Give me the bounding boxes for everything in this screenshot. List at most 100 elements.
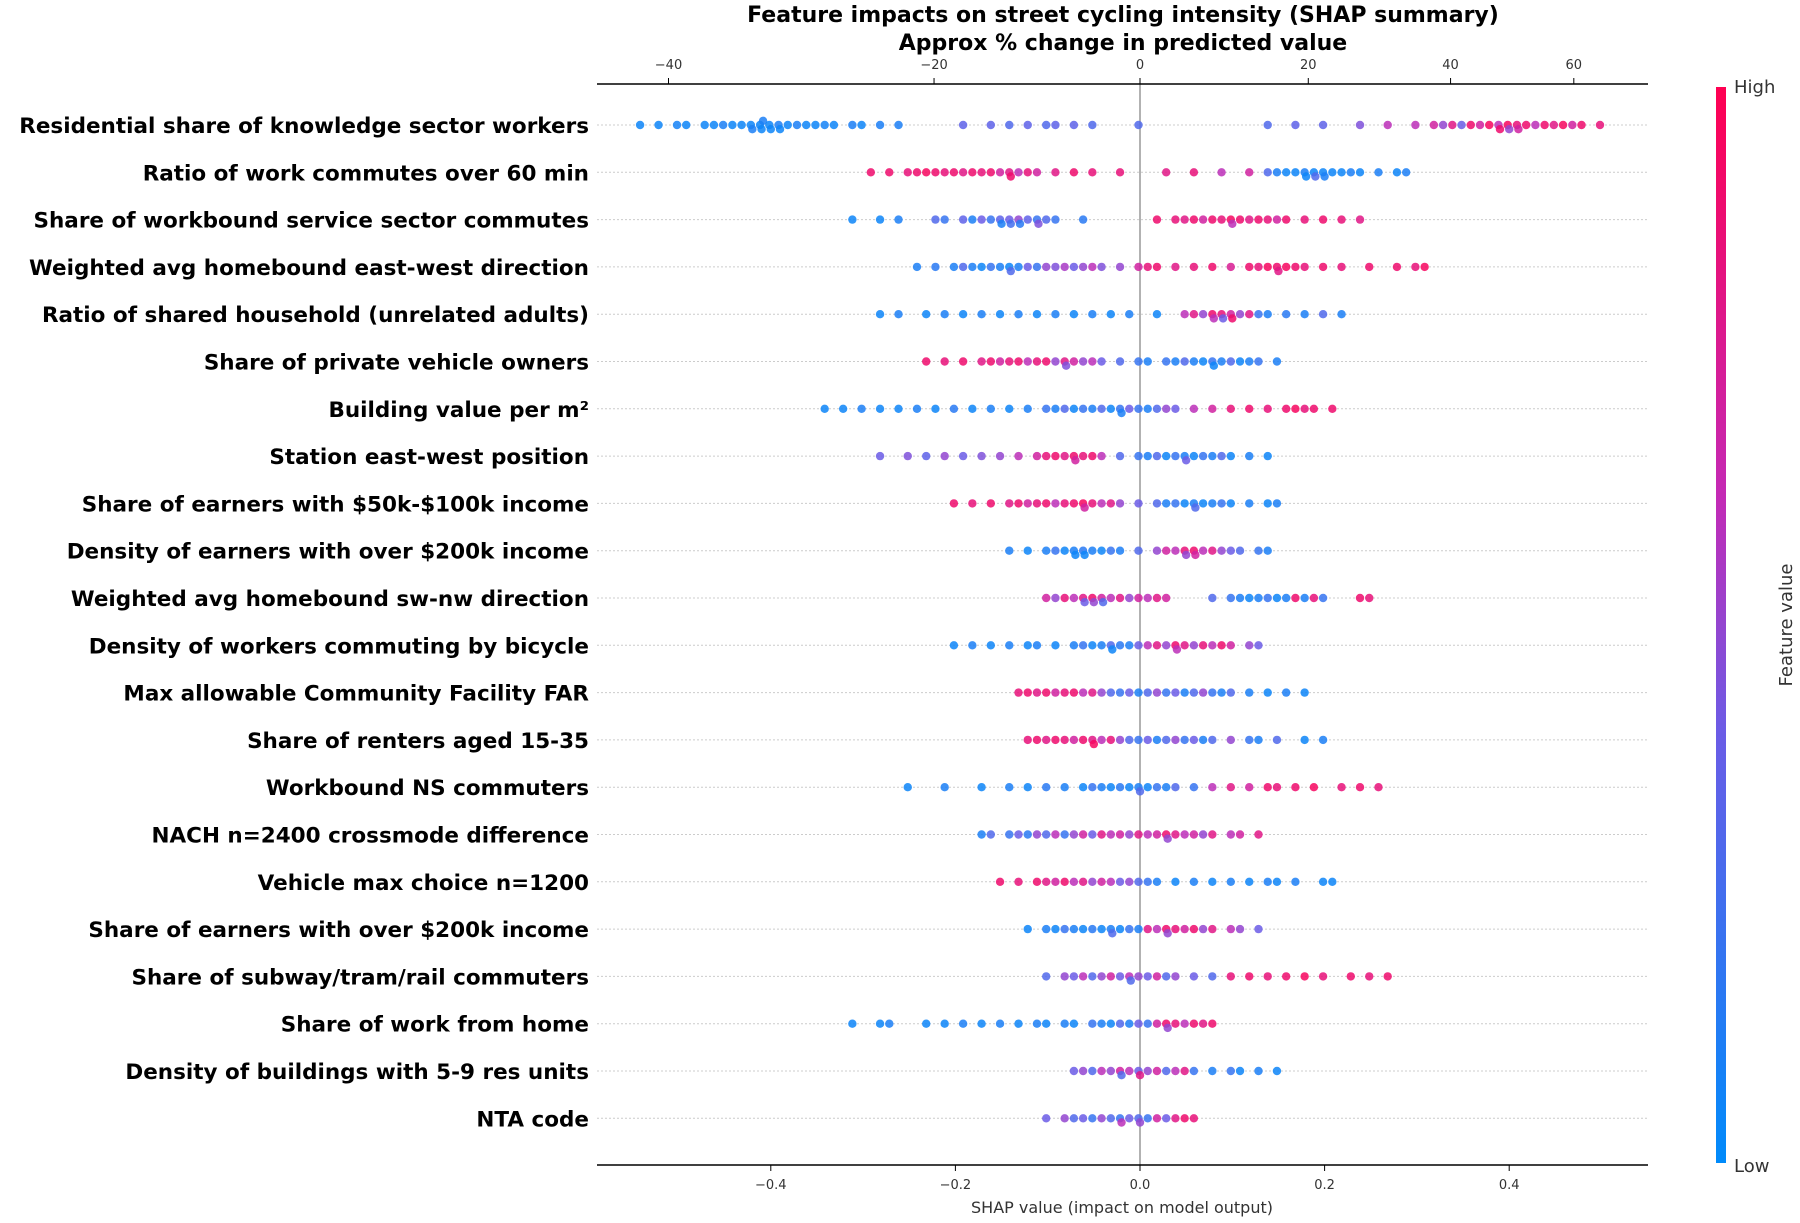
shap-point <box>931 262 940 272</box>
shap-point <box>1291 120 1300 130</box>
shap-point <box>1198 735 1208 745</box>
shap-point <box>1078 262 1088 272</box>
shap-point <box>1161 404 1171 413</box>
shap-point <box>654 120 663 130</box>
row-gridlines <box>597 124 1648 1119</box>
shap-point <box>1272 877 1282 886</box>
shap-point <box>1161 1066 1171 1076</box>
shap-point <box>1051 215 1060 224</box>
shap-point <box>1152 451 1162 461</box>
shap-point <box>940 783 949 792</box>
shap-point <box>1042 783 1051 792</box>
shap-point <box>748 125 757 134</box>
shap-point <box>1209 314 1219 323</box>
shap-point <box>1318 310 1328 319</box>
shap-point <box>1263 404 1272 413</box>
shap-point <box>1263 120 1272 130</box>
shap-point <box>1115 593 1125 603</box>
shap-point <box>1272 168 1282 177</box>
shap-point <box>1392 262 1402 272</box>
shap-point <box>1309 593 1319 603</box>
shap-point <box>1272 357 1282 366</box>
shap-point <box>1060 924 1069 934</box>
shap-point <box>940 215 949 224</box>
shap-point <box>1069 593 1079 603</box>
shap-point <box>1088 262 1097 272</box>
shap-point <box>1180 735 1189 745</box>
shap-point <box>1218 314 1228 323</box>
shap-point <box>1005 830 1014 839</box>
shap-point <box>1254 641 1263 650</box>
shap-point <box>1208 783 1217 792</box>
shap-point <box>1254 310 1263 319</box>
shap-point <box>700 120 709 130</box>
feature-label: Ratio of work commutes over 60 min <box>143 161 589 186</box>
shap-point <box>1060 877 1069 886</box>
shap-point <box>1023 924 1032 934</box>
shap-point <box>958 310 968 319</box>
shap-point <box>1198 924 1208 934</box>
shap-point <box>1106 404 1116 413</box>
shap-point <box>1032 1019 1042 1028</box>
shap-point <box>1161 688 1171 697</box>
shap-point <box>1291 783 1300 792</box>
shap-point <box>1311 172 1320 181</box>
shap-point <box>1291 262 1300 272</box>
shap-point <box>1023 357 1032 366</box>
shap-point <box>1152 924 1162 934</box>
shap-point <box>1309 404 1319 413</box>
shap-point <box>1549 120 1559 130</box>
shap-point <box>1189 972 1199 981</box>
shap-point <box>977 830 986 839</box>
shap-point <box>1180 1114 1189 1123</box>
shap-point <box>1097 783 1106 792</box>
shap-point <box>1005 404 1014 413</box>
shap-point <box>1143 1066 1152 1076</box>
shap-point <box>1209 361 1219 370</box>
shap-point <box>1208 499 1217 508</box>
shap-point <box>1198 357 1208 366</box>
shap-point <box>1263 310 1272 319</box>
feature-label: NACH n=2400 crossmode difference <box>152 824 589 849</box>
shap-point <box>1180 357 1189 366</box>
shap-point <box>1328 404 1337 413</box>
shap-point <box>1161 546 1171 555</box>
shap-point <box>1078 877 1088 886</box>
shap-point <box>1088 830 1097 839</box>
feature-label: Share of work from home <box>281 1013 589 1038</box>
feature-label: Density of buildings with 5-9 res units <box>125 1060 589 1085</box>
shap-point <box>1198 641 1208 650</box>
shap-point <box>1069 641 1079 650</box>
shap-point <box>1181 550 1191 560</box>
shap-point <box>1097 262 1106 272</box>
shap-point <box>1069 1114 1079 1123</box>
shap-point <box>1198 215 1208 224</box>
shap-point <box>1189 357 1199 366</box>
shap-point <box>1042 593 1051 603</box>
shap-point <box>1051 357 1060 366</box>
shap-point <box>1163 1023 1172 1033</box>
shap-point <box>931 404 940 413</box>
colorbar-title: Feature value <box>1776 564 1797 687</box>
shap-point <box>1023 168 1032 177</box>
shap-point <box>1180 310 1189 319</box>
shap-point <box>1115 688 1125 697</box>
shap-point <box>1069 735 1079 745</box>
shap-point <box>1263 972 1272 981</box>
shap-point <box>1051 310 1060 319</box>
shap-point <box>940 451 949 461</box>
shap-point <box>1318 262 1328 272</box>
shap-point <box>1143 641 1152 650</box>
x-tick-label: 0.0 <box>1130 1178 1151 1193</box>
shap-point <box>829 120 839 130</box>
shap-point <box>1126 976 1135 985</box>
shap-point <box>1069 262 1079 272</box>
shap-point <box>1457 120 1466 130</box>
shap-point <box>986 168 996 177</box>
shap-point <box>1115 735 1125 745</box>
shap-point <box>1108 929 1117 938</box>
shap-point <box>1226 499 1236 508</box>
shap-point <box>1051 451 1060 461</box>
shap-point <box>1088 641 1097 650</box>
shap-point <box>1097 735 1106 745</box>
